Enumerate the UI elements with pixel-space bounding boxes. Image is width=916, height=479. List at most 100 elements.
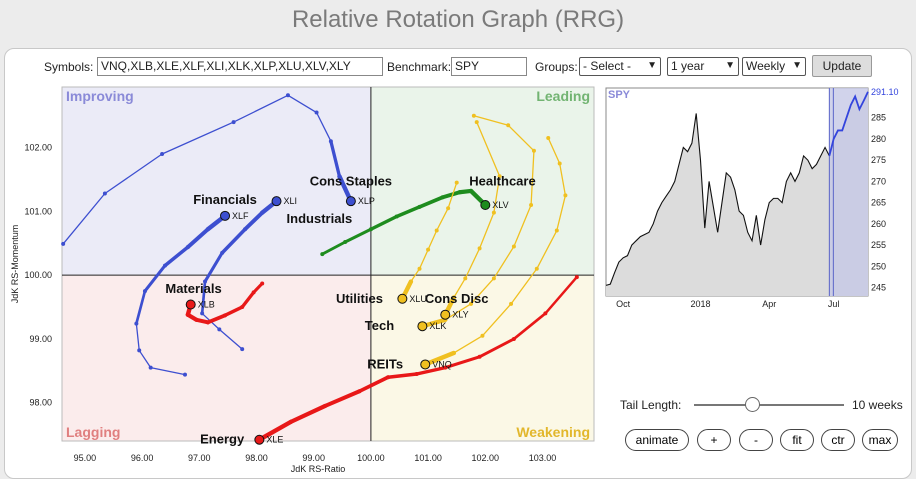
xle-tail-point	[543, 311, 548, 316]
xlp-tail-segment	[329, 139, 342, 178]
max-button[interactable]: max	[862, 429, 898, 451]
xlu-tail-point	[426, 247, 431, 252]
xlk-tail-segment	[493, 245, 515, 280]
xlb-tail-point	[205, 320, 210, 325]
xle-tail-point	[511, 336, 516, 341]
xlb-tail-segment	[252, 281, 264, 294]
xlv-tail-point	[368, 227, 373, 232]
xli-symbol-label: XLI	[284, 196, 298, 206]
xlf-tail-segment	[138, 349, 152, 369]
xlu-tail-point	[417, 266, 422, 271]
xlb-tail-point	[223, 313, 228, 318]
xlp-sector-label: Cons Staples	[310, 173, 392, 188]
zoom-in-button[interactable]: +	[697, 429, 731, 451]
xli-sector-label: Industrials	[287, 211, 353, 226]
xlb-head-point	[185, 299, 196, 310]
y-tick-label: 102.00	[24, 143, 52, 153]
xlu-tail-segment	[447, 182, 458, 209]
xli-tail-point	[203, 279, 208, 284]
xly-tail-point	[463, 276, 468, 281]
xle-tail-point	[443, 365, 448, 370]
xle-symbol-label: XLE	[266, 435, 283, 445]
chevron-down-icon: ▼	[792, 60, 802, 71]
xlp-tail-segment	[287, 94, 318, 114]
xli-tail-segment	[200, 280, 207, 315]
center-button[interactable]: ctr	[821, 429, 855, 451]
xle-tail-segment	[443, 355, 482, 370]
symbols-input[interactable]: VNQ,XLB,XLE,XLF,XLI,XLK,XLP,XLU,XLV,XLY	[97, 57, 383, 76]
xly-tail-point	[451, 295, 456, 300]
xly-tail-segment	[453, 277, 466, 299]
xle-tail-segment	[415, 365, 447, 376]
vnq-tail-point	[554, 228, 559, 233]
xli-tail-segment	[220, 227, 247, 255]
xli-tail-segment	[243, 210, 265, 232]
xlv-tail-segment	[320, 240, 347, 256]
xle-tail-segment	[288, 403, 328, 424]
xlk-tail-point	[471, 113, 476, 118]
xlv-sector-label: Healthcare	[469, 173, 535, 188]
xle-tail-segment	[512, 312, 547, 341]
x-tick-label: 99.00	[302, 453, 325, 463]
x-axis-label: JdK RS-Ratio	[291, 464, 346, 474]
period-select[interactable]: 1 year ▼	[667, 57, 739, 76]
xlk-tail-segment	[513, 204, 532, 248]
chevron-down-icon: ▼	[725, 60, 735, 71]
xlv-tail-point	[469, 188, 474, 193]
tail-length-slider[interactable]	[694, 404, 844, 406]
xlk-tail-point	[511, 244, 516, 249]
update-button[interactable]: Update	[812, 55, 872, 77]
x-tick-label: 102.00	[472, 453, 500, 463]
xlu-tail-point	[446, 206, 451, 211]
zoom-out-button[interactable]: -	[739, 429, 773, 451]
xlu-tail-point	[408, 279, 413, 284]
xly-tail-point	[491, 210, 496, 215]
benchmark-input[interactable]: SPY	[451, 57, 527, 76]
xlb-tail-segment	[206, 313, 227, 325]
vnq-tail-point	[451, 350, 456, 355]
xli-tail-segment	[218, 328, 243, 350]
xlp-tail-segment	[62, 192, 106, 245]
xly-tail-segment	[476, 121, 501, 177]
vnq-head-point	[420, 359, 431, 370]
xlk-head-point	[417, 321, 428, 332]
xlk-tail-point	[506, 123, 511, 128]
xlf-tail-point	[137, 348, 142, 353]
xlk-tail-point	[529, 203, 534, 207]
xlu-tail-point	[434, 228, 439, 233]
xle-tail-segment	[478, 337, 516, 359]
xlb-tail-segment	[223, 305, 244, 318]
vnq-tail-segment	[481, 303, 512, 337]
quadrant-weakening	[370, 275, 594, 441]
y-tick-label: 99.00	[29, 334, 52, 344]
xlv-tail-segment	[369, 214, 399, 231]
tail-length-label: Tail Length:	[620, 398, 682, 412]
xle-tail-segment	[257, 419, 294, 442]
xlf-tail-point	[142, 289, 147, 294]
frequency-select[interactable]: Weekly ▼	[742, 57, 806, 76]
xlp-tail-segment	[315, 111, 332, 142]
xly-tail-point	[474, 120, 479, 125]
animate-button[interactable]: animate	[625, 429, 689, 451]
xlf-head-point	[220, 210, 231, 221]
xlf-tail-segment	[185, 227, 210, 250]
xle-tail-point	[414, 372, 419, 377]
x-tick-label: 96.00	[131, 453, 154, 463]
xlp-tail-point	[61, 241, 66, 246]
xli-tail-point	[200, 311, 205, 316]
xly-tail-point	[477, 246, 482, 251]
xlb-tail-point	[251, 290, 256, 295]
xlu-tail-segment	[427, 229, 438, 251]
vnq-tail-point	[534, 266, 539, 271]
xlu-tail-point	[454, 180, 459, 185]
xlk-tail-point	[491, 276, 496, 281]
xlb-tail-point	[185, 312, 190, 317]
xlp-tail-point	[285, 93, 290, 98]
vnq-tail-segment	[559, 162, 567, 197]
tail-length-slider-handle[interactable]	[744, 397, 760, 412]
xlf-tail-segment	[163, 245, 190, 268]
fit-button[interactable]: fit	[780, 429, 814, 451]
xlb-tail-point	[260, 281, 265, 286]
x-tick-label: 103.00	[529, 453, 557, 463]
groups-select[interactable]: - Select - ▼	[579, 57, 661, 76]
